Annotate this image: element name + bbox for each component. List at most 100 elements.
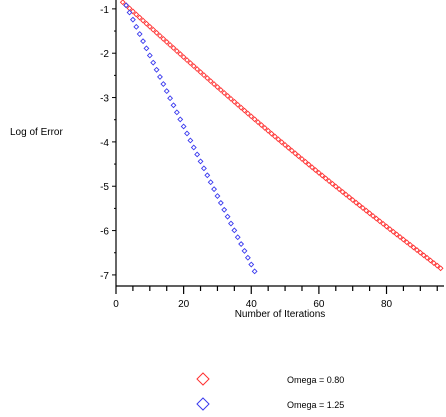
data-point	[370, 213, 376, 219]
data-point	[319, 172, 326, 179]
data-point	[251, 268, 258, 275]
data-point	[190, 144, 197, 151]
data-point	[356, 202, 363, 209]
data-point	[238, 104, 245, 111]
data-point	[353, 199, 360, 206]
data-point	[184, 57, 190, 64]
data-point	[146, 23, 153, 30]
data-point	[241, 107, 248, 114]
data-point	[258, 122, 265, 128]
data-point	[180, 123, 187, 130]
data-point	[129, 8, 136, 15]
data-point	[200, 165, 207, 172]
data-point	[271, 133, 278, 140]
x-axis-title: Number of Iterations	[235, 309, 326, 320]
data-point	[427, 257, 434, 264]
data-point	[241, 247, 248, 254]
y-tick-label: -6	[100, 227, 109, 238]
y-axis-title: Log of Error	[10, 127, 63, 138]
data-point	[386, 226, 393, 233]
data-point	[424, 254, 431, 261]
data-point	[184, 130, 190, 137]
series	[123, 2, 258, 275]
data-point	[248, 113, 255, 120]
data-point	[157, 32, 163, 39]
data-point	[430, 260, 437, 267]
data-point	[434, 262, 441, 269]
y-tick-label: -7	[100, 271, 109, 282]
data-point	[403, 239, 410, 246]
series	[119, 0, 444, 272]
data-point	[383, 223, 390, 230]
data-point	[420, 252, 427, 259]
data-point	[410, 244, 417, 251]
y-tick-label: -2	[100, 49, 109, 60]
data-point	[153, 66, 160, 73]
data-point	[302, 158, 309, 165]
data-point	[268, 130, 275, 137]
x-tick-label: 20	[178, 299, 190, 310]
data-point	[238, 241, 245, 247]
data-point	[173, 109, 180, 116]
data-point	[309, 164, 316, 171]
data-point	[187, 60, 194, 67]
data-point	[136, 31, 143, 37]
legend-label: Omega = 0.80	[287, 375, 344, 385]
data-point	[180, 54, 187, 61]
data-point	[380, 220, 387, 227]
data-point	[143, 20, 150, 27]
data-point	[217, 87, 224, 93]
data-point	[261, 124, 268, 131]
data-point	[288, 147, 295, 154]
data-point	[217, 199, 224, 206]
data-point	[173, 48, 180, 54]
data-point	[129, 16, 136, 23]
data-point	[255, 119, 261, 126]
data-point	[228, 95, 234, 102]
data-point	[167, 42, 174, 48]
data-point	[140, 38, 146, 45]
data-point	[390, 228, 397, 235]
data-point	[197, 158, 204, 165]
data-point	[133, 11, 140, 18]
data-point	[322, 175, 329, 182]
data-point	[285, 144, 292, 151]
data-point	[234, 101, 241, 108]
data-point	[275, 136, 282, 143]
data-point	[299, 156, 305, 162]
data-point	[244, 110, 251, 117]
data-point	[160, 81, 167, 87]
data-point	[231, 98, 238, 105]
data-point	[221, 206, 228, 213]
x-axis-ticks: 0 20 40 60 80	[113, 286, 438, 310]
data-point	[437, 265, 444, 272]
data-point	[251, 116, 258, 123]
data-point	[332, 183, 339, 190]
data-point	[157, 73, 163, 80]
data-point	[211, 81, 217, 87]
legend-item: Omega = 0.80	[196, 372, 344, 386]
data-point	[407, 241, 414, 248]
data-point	[376, 218, 383, 225]
data-point	[126, 9, 133, 16]
data-point	[214, 84, 221, 90]
data-point	[228, 220, 234, 227]
x-tick-label: 0	[113, 299, 119, 310]
data-point	[207, 78, 214, 85]
data-point	[278, 139, 285, 146]
data-point	[366, 210, 373, 217]
data-point	[248, 261, 255, 268]
data-point	[359, 205, 366, 211]
data-point	[119, 0, 126, 6]
data-point	[197, 69, 204, 76]
data-point	[214, 193, 221, 199]
data-point	[177, 51, 184, 57]
data-point	[146, 52, 153, 59]
data-point	[167, 95, 174, 102]
data-point	[292, 150, 299, 157]
data-point	[163, 38, 170, 45]
data-point	[336, 186, 343, 193]
data-point	[343, 191, 349, 198]
x-tick-label: 60	[313, 299, 325, 310]
data-point	[346, 194, 353, 201]
